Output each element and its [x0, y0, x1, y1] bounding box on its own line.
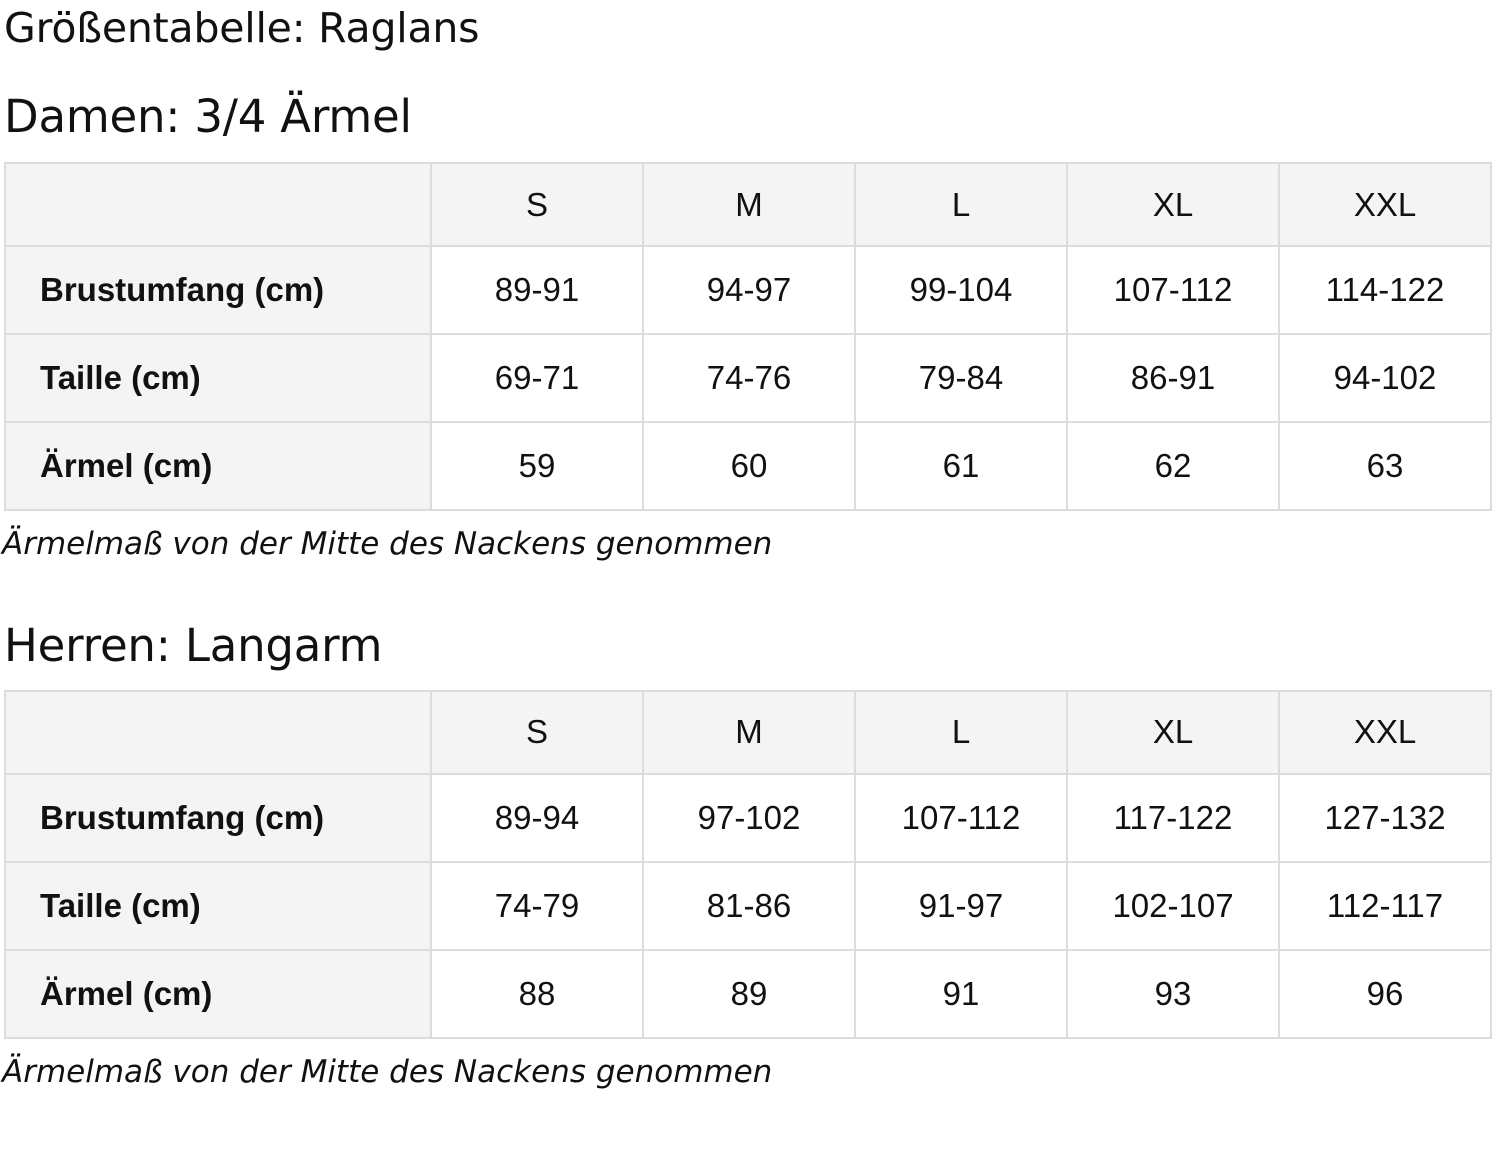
cell-taille-xl: 102-107: [1066, 860, 1280, 951]
cell-taille-xxl: 112-117: [1278, 860, 1492, 951]
cell-taille-xl: 86-91: [1066, 333, 1280, 423]
table-header-row: S M L XL XXL: [4, 689, 1492, 775]
table-note-damen: Ärmelmaß von der Mitte des Nackens genom…: [2, 526, 773, 562]
cell-brustumfang-l: 99-104: [854, 245, 1068, 335]
table-body-damen: Brustumfang (cm) 89-91 94-97 99-104 107-…: [4, 245, 1492, 511]
row-label-aermel: Ärmel (cm): [4, 948, 432, 1039]
size-table-damen: S M L XL XXL Brustumfang (cm) 89-91 94-9…: [4, 162, 1492, 511]
size-table-wrapper-herren: S M L XL XXL Brustumfang (cm) 89-94 97-1…: [0, 668, 1500, 1039]
cell-brustumfang-xxl: 114-122: [1278, 245, 1492, 335]
cell-taille-s: 69-71: [430, 333, 644, 423]
table-corner-cell: [4, 162, 432, 247]
column-header-l: L: [854, 689, 1068, 775]
page-title: Größentabelle: Raglans: [4, 4, 480, 52]
cell-taille-l: 79-84: [854, 333, 1068, 423]
section-heading-herren: Herren: Langarm: [4, 618, 383, 672]
row-label-taille: Taille (cm): [4, 333, 432, 423]
column-header-xl: XL: [1066, 162, 1280, 247]
table-row: Ärmel (cm) 88 89 91 93 96: [4, 948, 1492, 1039]
column-header-m: M: [642, 689, 856, 775]
cell-aermel-m: 60: [642, 421, 856, 511]
section-heading-damen: Damen: 3/4 Ärmel: [4, 90, 412, 143]
cell-brustumfang-xl: 107-112: [1066, 245, 1280, 335]
cell-brustumfang-xl: 117-122: [1066, 772, 1280, 863]
table-row: Taille (cm) 74-79 81-86 91-97 102-107 11…: [4, 860, 1492, 951]
table-body-herren: Brustumfang (cm) 89-94 97-102 107-112 11…: [4, 772, 1492, 1039]
cell-aermel-xl: 93: [1066, 948, 1280, 1039]
row-label-brustumfang: Brustumfang (cm): [4, 245, 432, 335]
table-row: Brustumfang (cm) 89-91 94-97 99-104 107-…: [4, 245, 1492, 335]
column-header-l: L: [854, 162, 1068, 247]
table-row: Ärmel (cm) 59 60 61 62 63: [4, 421, 1492, 511]
cell-aermel-s: 59: [430, 421, 644, 511]
cell-aermel-xxl: 63: [1278, 421, 1492, 511]
cell-brustumfang-m: 94-97: [642, 245, 856, 335]
table-head-damen: S M L XL XXL: [4, 162, 1492, 247]
table-note-herren: Ärmelmaß von der Mitte des Nackens genom…: [2, 1053, 773, 1090]
cell-brustumfang-l: 107-112: [854, 772, 1068, 863]
table-head-herren: S M L XL XXL: [4, 689, 1492, 775]
cell-brustumfang-s: 89-91: [430, 245, 644, 335]
cell-aermel-l: 61: [854, 421, 1068, 511]
column-header-s: S: [430, 689, 644, 775]
table-row: Brustumfang (cm) 89-94 97-102 107-112 11…: [4, 772, 1492, 863]
cell-brustumfang-xxl: 127-132: [1278, 772, 1492, 863]
cell-aermel-m: 89: [642, 948, 856, 1039]
cell-taille-l: 91-97: [854, 860, 1068, 951]
cell-taille-m: 81-86: [642, 860, 856, 951]
table-row: Taille (cm) 69-71 74-76 79-84 86-91 94-1…: [4, 333, 1492, 423]
column-header-s: S: [430, 162, 644, 247]
column-header-xxl: XXL: [1278, 162, 1492, 247]
cell-brustumfang-m: 97-102: [642, 772, 856, 863]
cell-aermel-xxl: 96: [1278, 948, 1492, 1039]
column-header-m: M: [642, 162, 856, 247]
column-header-xxl: XXL: [1278, 689, 1492, 775]
cell-taille-m: 74-76: [642, 333, 856, 423]
row-label-brustumfang: Brustumfang (cm): [4, 772, 432, 863]
cell-brustumfang-s: 89-94: [430, 772, 644, 863]
size-table-wrapper-damen: S M L XL XXL Brustumfang (cm) 89-91 94-9…: [0, 139, 1500, 511]
cell-taille-xxl: 94-102: [1278, 333, 1492, 423]
cell-aermel-xl: 62: [1066, 421, 1280, 511]
cell-taille-s: 74-79: [430, 860, 644, 951]
cell-aermel-l: 91: [854, 948, 1068, 1039]
row-label-taille: Taille (cm): [4, 860, 432, 951]
row-label-aermel: Ärmel (cm): [4, 421, 432, 511]
table-corner-cell: [4, 689, 432, 775]
size-table-herren: S M L XL XXL Brustumfang (cm) 89-94 97-1…: [4, 689, 1492, 1039]
cell-aermel-s: 88: [430, 948, 644, 1039]
column-header-xl: XL: [1066, 689, 1280, 775]
table-header-row: S M L XL XXL: [4, 162, 1492, 247]
